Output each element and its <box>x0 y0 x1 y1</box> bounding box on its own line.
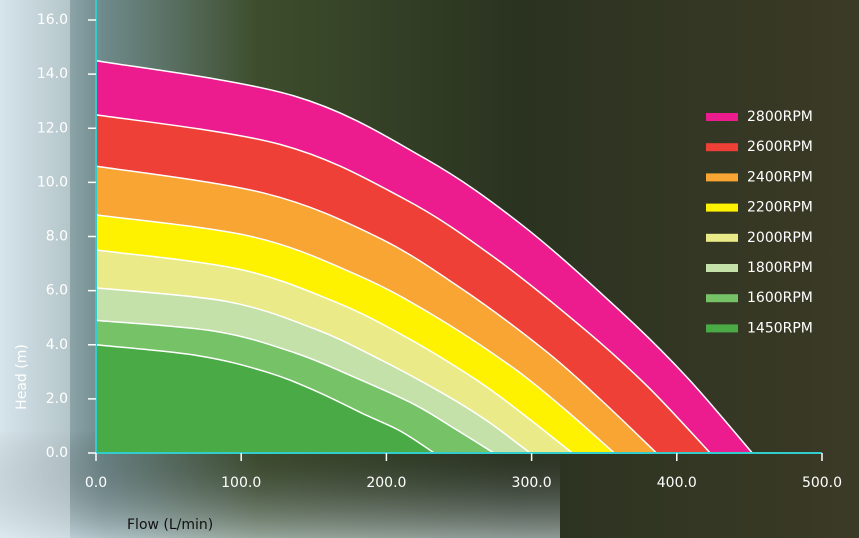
legend-label: 1800RPM <box>747 260 813 276</box>
legend-swatch <box>706 204 738 212</box>
legend-label: 2200RPM <box>747 200 813 216</box>
legend-swatch <box>706 173 738 181</box>
legend-swatch <box>706 264 738 272</box>
x-axis-label: Flow (L/min) <box>127 517 213 533</box>
legend-swatch <box>706 324 738 332</box>
legend-label: 2800RPM <box>747 109 813 125</box>
legend-swatch <box>706 143 738 151</box>
y-tick-label: 16.0 <box>37 12 68 28</box>
legend-swatch <box>706 234 738 242</box>
y-tick-label: 2.0 <box>46 391 68 407</box>
x-tick-label: 500.0 <box>802 475 842 491</box>
x-tick-label: 100.0 <box>221 475 261 491</box>
legend-swatch <box>706 113 738 121</box>
x-tick-label: 300.0 <box>512 475 552 491</box>
y-tick-label: 4.0 <box>46 337 68 353</box>
legend-swatch <box>706 294 738 302</box>
x-tick-label: 0.0 <box>85 475 107 491</box>
y-tick-label: 10.0 <box>37 174 68 190</box>
x-tick-label: 400.0 <box>657 475 697 491</box>
x-tick-label: 200.0 <box>366 475 406 491</box>
y-tick-label: 6.0 <box>46 283 68 299</box>
y-tick-label: 8.0 <box>46 229 68 245</box>
y-tick-label: 0.0 <box>46 445 68 461</box>
legend-label: 1600RPM <box>747 290 813 306</box>
legend-label: 2400RPM <box>747 169 813 185</box>
y-axis-label: Head (m) <box>14 344 30 410</box>
legend-label: 2000RPM <box>747 230 813 246</box>
legend-label: 2600RPM <box>747 139 813 155</box>
legend-label: 1450RPM <box>747 320 813 336</box>
page: {"chart_data": {"type": "area", "x_label… <box>0 0 859 538</box>
y-tick-label: 12.0 <box>37 120 68 136</box>
chart: Head (m) Flow (L/min) 2800RPM 2600RPM 2400… <box>0 0 859 538</box>
y-tick-label: 14.0 <box>37 66 68 82</box>
